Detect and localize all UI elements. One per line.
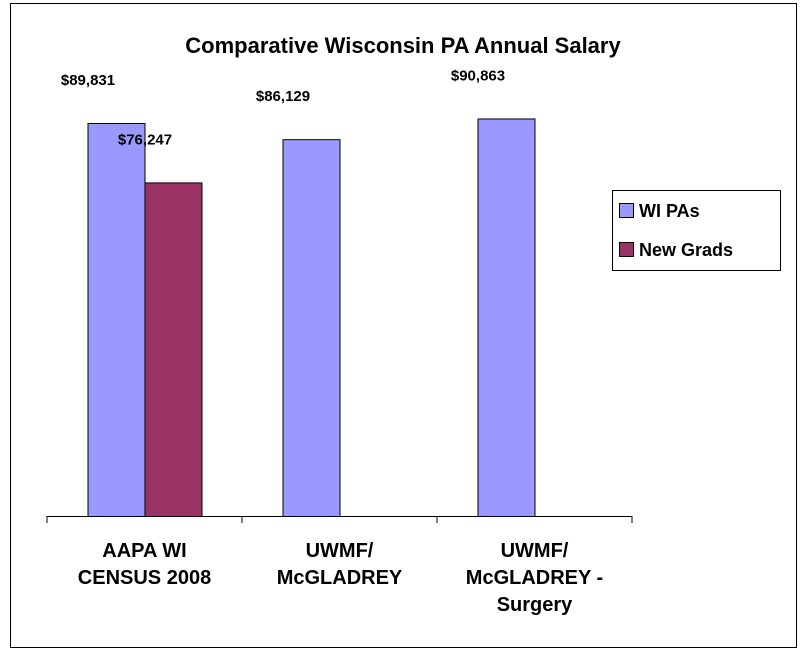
bar [477,118,536,518]
legend-swatch [619,242,634,257]
legend-label: WI PAs [639,201,700,221]
value-label: $86,129 [256,88,310,105]
x-tick-label: UWMF/ McGLADREY - Surgery [465,540,604,616]
legend-box [612,190,781,271]
bar [144,182,203,517]
chart-title: Comparative Wisconsin PA Annual Salary [185,33,621,58]
legend-label: New Grads [639,240,733,260]
bar [87,122,146,517]
legend-swatch [619,203,634,218]
bar [282,139,341,517]
x-tick-label: AAPA WI CENSUS 2008 [77,540,212,589]
value-label: $89,831 [61,72,115,89]
x-tick-label: UWMF/ McGLADREY [276,540,403,589]
value-label: $90,863 [451,67,505,84]
value-label: $76,247 [118,131,172,148]
